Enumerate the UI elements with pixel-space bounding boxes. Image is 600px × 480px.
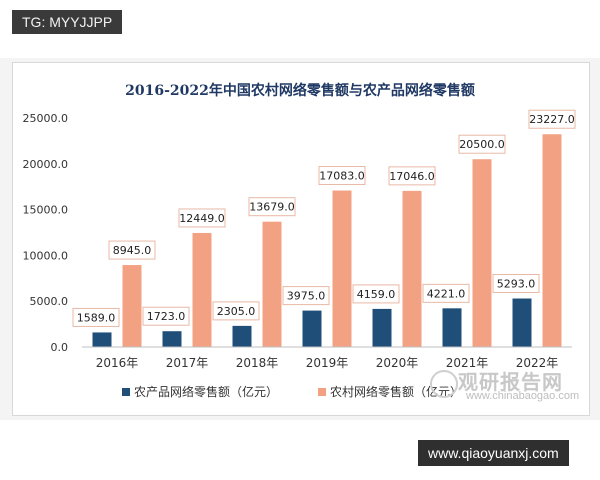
bar-agri-product <box>232 325 252 347</box>
bar-rural-retail <box>402 190 422 347</box>
watermark: 观研报告网 www.chinabaogao.com <box>430 366 598 406</box>
data-label-rural-retail: 13679.0 <box>249 201 295 214</box>
bar-rural-retail <box>472 159 492 347</box>
data-label-agri-product-box <box>282 286 330 306</box>
chart-frame <box>12 62 590 416</box>
bar-rural-retail <box>122 265 142 347</box>
bar-agri-product <box>162 331 182 347</box>
legend-label-rural-retail: 农村网络零售额（亿元） <box>330 384 462 399</box>
data-label-agri-product: 1589.0 <box>77 311 116 324</box>
data-label-rural-retail: 23227.0 <box>529 113 575 126</box>
y-tick-label: 0.0 <box>51 341 69 354</box>
data-label-rural-retail-box <box>388 166 436 186</box>
data-label-rural-retail-box <box>318 166 366 186</box>
watermark-main-text: 观研报告网 <box>458 370 563 394</box>
data-label-agri-product: 5293.0 <box>497 278 536 291</box>
data-label-agri-product-box <box>142 306 190 326</box>
y-tick-label: 15000.0 <box>23 204 69 217</box>
y-tick-label: 20000.0 <box>23 158 69 171</box>
data-label-agri-product: 4221.0 <box>427 287 466 300</box>
bar-rural-retail <box>332 190 352 347</box>
x-tick-label: 2020年 <box>376 356 419 370</box>
bar-chart: 2016-2022年中国农村网络零售额与农产品网络零售额 0.0 5000.0 10… <box>23 82 576 399</box>
data-label-agri-product-box <box>212 301 260 321</box>
bar-agri-product <box>302 310 322 347</box>
bar-rural-retail <box>262 221 282 347</box>
watermark-sub-text: www.chinabaogao.com <box>466 390 580 402</box>
data-label-agri-product: 3975.0 <box>287 290 326 303</box>
chart-title: 2016-2022年中国农村网络零售额与农产品网络零售额 <box>125 82 475 99</box>
data-label-rural-retail: 17046.0 <box>389 170 435 183</box>
data-label-agri-product-box <box>72 307 120 327</box>
data-label-rural-retail-box <box>458 134 506 154</box>
bar-agri-product <box>372 308 392 347</box>
data-label-rural-retail-box <box>528 109 576 129</box>
legend-swatch-rural-retail <box>318 388 326 396</box>
bars: 1589.0 8945.0 1723.0 12449.0 2305.0 13679.0 39… <box>72 109 576 347</box>
x-tick-label: 2016年 <box>96 356 139 370</box>
data-label-agri-product: 4159.0 <box>357 288 396 301</box>
data-label-rural-retail: 17083.0 <box>319 170 365 183</box>
legend: 农产品网络零售额（亿元） 农村网络零售额（亿元） <box>122 384 462 399</box>
x-axis: 2016年 2017年 2018年 2019年 2020年 2021年 2022年 <box>82 346 572 370</box>
data-label-agri-product-box <box>492 274 540 294</box>
data-label-rural-retail-box <box>108 240 156 260</box>
data-label-agri-product: 1723.0 <box>147 310 186 323</box>
watermark-logo-icon <box>430 370 458 398</box>
data-label-agri-product: 2305.0 <box>217 305 256 318</box>
bar-agri-product <box>512 298 532 347</box>
x-tick-label: 2019年 <box>306 356 349 370</box>
data-label-agri-product-box <box>422 283 470 303</box>
overlay-tag: TG: MYYJJPP <box>12 10 123 34</box>
data-label-agri-product-box <box>352 284 400 304</box>
data-label-rural-retail: 20500.0 <box>459 138 505 151</box>
data-label-rural-retail-box <box>178 208 226 228</box>
y-tick-label: 25000.0 <box>23 112 69 125</box>
legend-label-agri-product: 农产品网络零售额（亿元） <box>134 384 278 399</box>
data-label-rural-retail-box <box>248 197 296 217</box>
site-url-badge: www.qiaoyuanxj.com <box>418 440 569 466</box>
y-axis: 0.0 5000.0 10000.0 15000.0 20000.0 25000.0 <box>23 112 69 354</box>
x-tick-label: 2022年 <box>516 356 559 370</box>
y-tick-label: 5000.0 <box>30 295 69 308</box>
bar-rural-retail <box>192 232 212 347</box>
bar-rural-retail <box>542 134 562 347</box>
x-tick-label: 2018年 <box>236 356 279 370</box>
y-tick-label: 10000.0 <box>23 249 69 262</box>
x-tick-label: 2021年 <box>446 356 489 370</box>
data-label-rural-retail: 8945.0 <box>113 244 152 257</box>
data-label-rural-retail: 12449.0 <box>179 212 225 225</box>
bar-agri-product <box>442 308 462 347</box>
x-tick-label: 2017年 <box>166 356 209 370</box>
legend-swatch-agri-product <box>122 388 130 396</box>
bar-agri-product <box>92 332 112 347</box>
